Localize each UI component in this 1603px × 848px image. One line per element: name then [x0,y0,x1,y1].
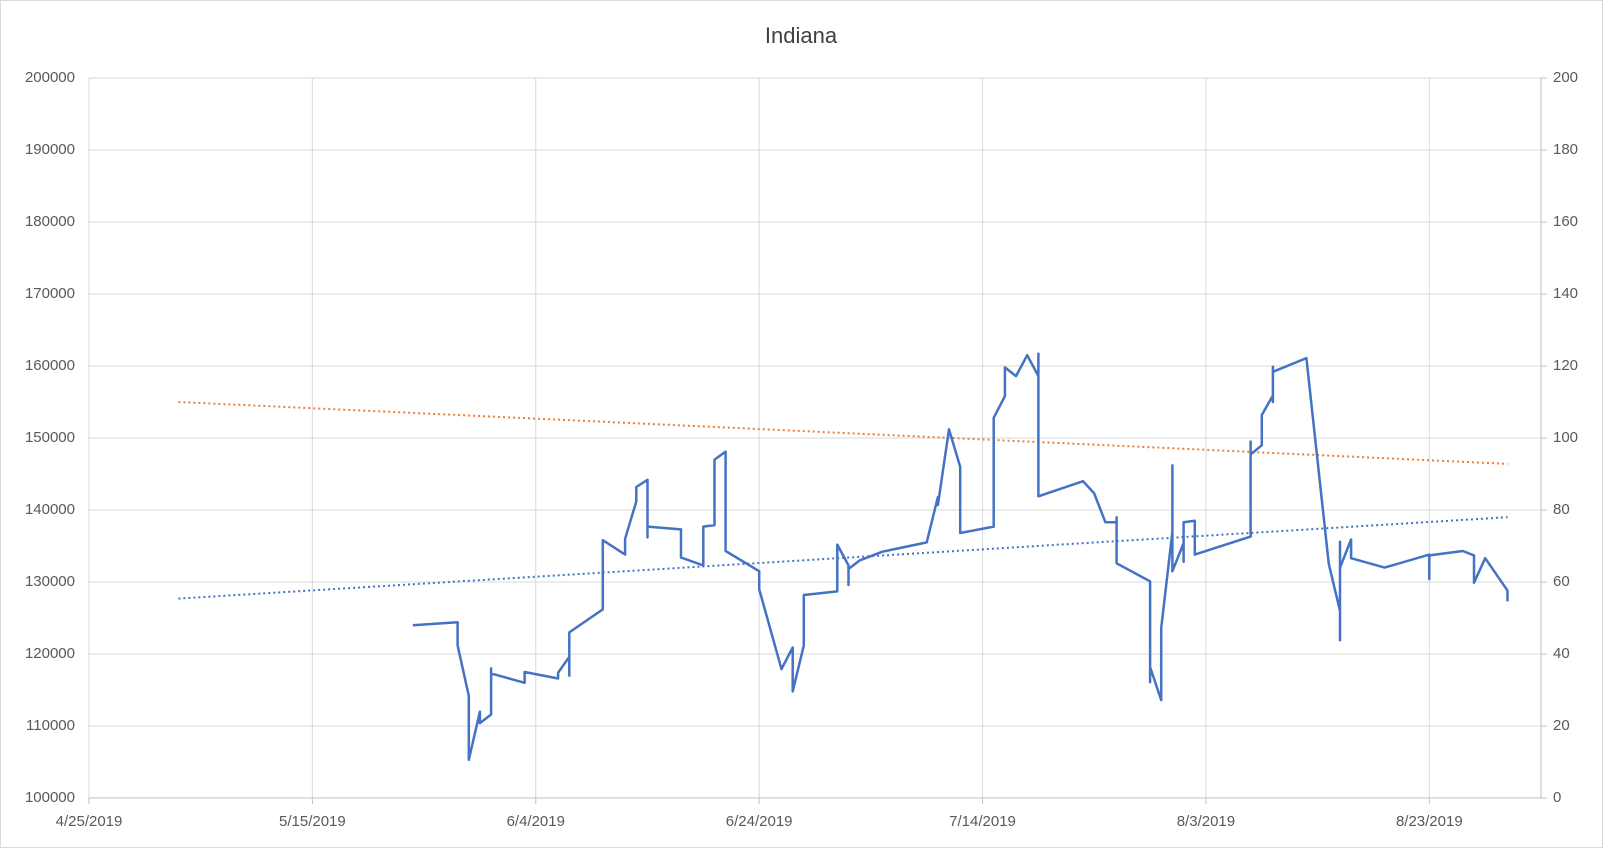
x-tick-label: 5/15/2019 [279,813,346,830]
y-tick-label: 140000 [25,501,75,518]
y2-tick-label: 160 [1553,213,1578,230]
x-tick-label: 8/3/2019 [1177,813,1235,830]
y2-tick-label: 200 [1553,69,1578,86]
x-tick-label: 8/23/2019 [1396,813,1463,830]
y-tick-label: 190000 [25,141,75,158]
y2-tick-label: 20 [1553,717,1570,734]
trendline [178,401,1508,465]
y-tick-label: 130000 [25,573,75,590]
y-tick-label: 150000 [25,429,75,446]
data-line [412,352,1509,762]
y-tick-label: 100000 [25,789,75,806]
y2-tick-label: 40 [1553,645,1570,662]
y-tick-label: 200000 [25,69,75,86]
y2-tick-label: 60 [1553,573,1570,590]
y2-tick-label: 100 [1553,429,1578,446]
x-tick-label: 6/24/2019 [726,813,793,830]
x-tick-label: 6/4/2019 [507,813,565,830]
trendline [178,516,1508,600]
y-tick-label: 110000 [26,717,75,734]
y2-tick-label: 80 [1553,501,1570,518]
y-tick-label: 180000 [25,213,75,230]
y-tick-label: 160000 [25,357,75,374]
y-tick-label: 170000 [25,285,75,302]
y2-tick-label: 0 [1553,789,1561,806]
y-tick-label: 120000 [25,645,75,662]
y2-tick-label: 180 [1553,141,1578,158]
y2-tick-label: 120 [1553,357,1578,374]
y2-tick-label: 140 [1553,285,1578,302]
x-tick-label: 4/25/2019 [56,813,123,830]
chart-title: Indiana [765,23,838,48]
x-tick-label: 7/14/2019 [949,813,1016,830]
